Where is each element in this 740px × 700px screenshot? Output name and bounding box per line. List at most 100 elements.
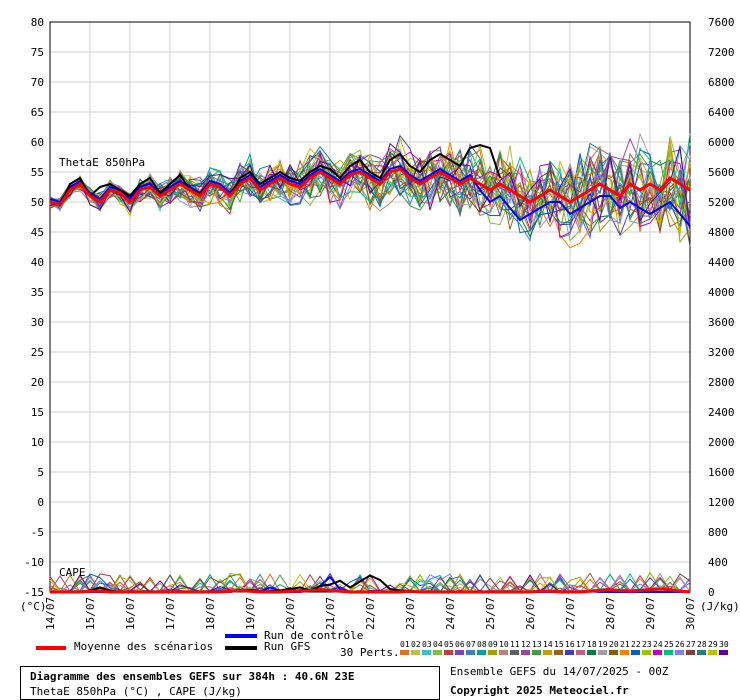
perturbation-legend-number: 23 (642, 640, 652, 649)
gfs-run-line (49, 143, 501, 207)
y-left-tick-label: 55 (31, 166, 44, 179)
y-right-tick-label: 6800 (708, 76, 735, 89)
y-left-tick-label: 45 (31, 226, 44, 239)
x-date-label: 23/07 (404, 597, 417, 630)
perturbation-legend-swatch (400, 650, 409, 655)
y-left-tick-label: 75 (31, 46, 44, 59)
y-left-tick-label: 60 (31, 136, 44, 149)
thetae-annotation: ThetaE 850hPa (59, 156, 145, 169)
y-right-tick-label: 2000 (708, 436, 735, 449)
y-left-tick-label: 5 (37, 466, 44, 479)
control-run-line (49, 164, 691, 227)
y-left-tick-label: 40 (31, 256, 44, 269)
perturbation-legend-swatch (598, 650, 607, 655)
y-right-tick-label: 2800 (708, 376, 735, 389)
y-right-unit-label: (J/kg) (700, 600, 740, 613)
perturbation-legend-swatch (488, 650, 497, 655)
x-date-label: 27/07 (564, 597, 577, 630)
x-date-label: 21/07 (324, 597, 337, 630)
perts-legend-label: 30 Perts. (340, 646, 400, 659)
right-axis-ticks: 7600720068006400600056005200480044004000… (708, 16, 735, 599)
x-date-label: 19/07 (244, 597, 257, 630)
perturbation-legend-swatch (675, 650, 684, 655)
perturbation-legend-number: 27 (686, 640, 696, 649)
perturbation-legend-number: 16 (565, 640, 575, 649)
y-left-tick-label: 10 (31, 436, 44, 449)
y-right-tick-label: 1200 (708, 496, 735, 509)
y-left-tick-label: -10 (24, 556, 44, 569)
perturbation-legend-swatch (631, 650, 640, 655)
perturbation-legend-number: 19 (598, 640, 608, 649)
y-left-unit-label: (°C) (20, 600, 47, 613)
perturbation-legend-number: 30 (719, 640, 729, 649)
perturbation-legend-swatch (466, 650, 475, 655)
y-right-tick-label: 5200 (708, 196, 735, 209)
x-date-label: 24/07 (444, 597, 457, 630)
footer-subtitle: ThetaE 850hPa (°C) , CAPE (J/kg) (30, 685, 242, 698)
perturbation-legend-swatch (433, 650, 442, 655)
perturbation-legend-swatch (565, 650, 574, 655)
perturbation-legend-number: 07 (466, 640, 476, 649)
perturbation-legend-swatch (708, 650, 717, 655)
y-right-tick-label: 4400 (708, 256, 735, 269)
y-left-tick-label: 65 (31, 106, 44, 119)
perturbation-legend-swatch (609, 650, 618, 655)
perturbation-legend-number: 25 (664, 640, 674, 649)
perturbation-legend-swatch (422, 650, 431, 655)
perturbation-legend-number: 22 (631, 640, 641, 649)
y-left-tick-label: 0 (37, 496, 44, 509)
perturbation-legend-number: 03 (422, 640, 432, 649)
perturbation-legend-number: 05 (444, 640, 454, 649)
x-date-label: 18/07 (204, 597, 217, 630)
y-right-tick-label: 3600 (708, 316, 735, 329)
x-date-label: 28/07 (604, 597, 617, 630)
perturbation-legend-number: 29 (708, 640, 718, 649)
y-right-tick-label: 800 (708, 526, 728, 539)
main-series (49, 143, 691, 594)
footer-copyright: Copyright 2025 Meteociel.fr (450, 684, 629, 697)
y-left-tick-label: 15 (31, 406, 44, 419)
x-date-label: 15/07 (84, 597, 97, 630)
x-date-label: 30/07 (684, 597, 697, 630)
perturbation-legend-number: 14 (543, 640, 553, 649)
gfs-legend-label: Run GFS (264, 640, 311, 653)
perturbation-legend-swatch (444, 650, 453, 655)
perturbation-legend-swatch (543, 650, 552, 655)
y-left-tick-label: 80 (31, 16, 44, 29)
perturbation-legend-swatch (477, 650, 486, 655)
perturbation-legend-number: 02 (411, 640, 421, 649)
y-right-tick-label: 6000 (708, 136, 735, 149)
x-date-label: 14/07 (44, 597, 57, 630)
perturbation-legend-number: 18 (587, 640, 597, 649)
perturbation-legend-swatch (587, 650, 596, 655)
mean-scenarios-cape-line (50, 587, 691, 594)
y-left-tick-label: 20 (31, 376, 44, 389)
perturbation-legend-swatch (532, 650, 541, 655)
perturbation-legend-number: 10 (499, 640, 509, 649)
perturbation-legend-number: 17 (576, 640, 586, 649)
perturbation-legend-swatch (455, 650, 464, 655)
footer-title-box: Diagramme des ensembles GEFS sur 384h : … (20, 666, 440, 700)
y-left-tick-label: 30 (31, 316, 44, 329)
y-left-tick-label: 35 (31, 286, 44, 299)
perturbation-legend-swatch (697, 650, 706, 655)
y-left-tick-label: -15 (24, 586, 44, 599)
x-date-label: 25/07 (484, 597, 497, 630)
x-date-label: 17/07 (164, 597, 177, 630)
perturbation-legend-number: 21 (620, 640, 630, 649)
perturbation-legend-swatch (642, 650, 651, 655)
y-right-tick-label: 5600 (708, 166, 735, 179)
perturbation-legend-number: 12 (521, 640, 531, 649)
perturbation-legend-number: 13 (532, 640, 542, 649)
y-right-tick-label: 0 (708, 586, 715, 599)
control-legend-swatch (225, 634, 257, 638)
footer-run-info: Ensemble GEFS du 14/07/2025 - 00Z (450, 665, 669, 678)
perturbation-legend-swatch (686, 650, 695, 655)
gfs-legend-swatch (225, 646, 257, 650)
mean-legend-label: Moyenne des scénarios (74, 640, 214, 653)
y-right-tick-label: 2400 (708, 406, 735, 419)
perturbation-legend-number: 15 (554, 640, 564, 649)
perturbation-legend-number: 26 (675, 640, 685, 649)
y-left-tick-label: 25 (31, 346, 44, 359)
